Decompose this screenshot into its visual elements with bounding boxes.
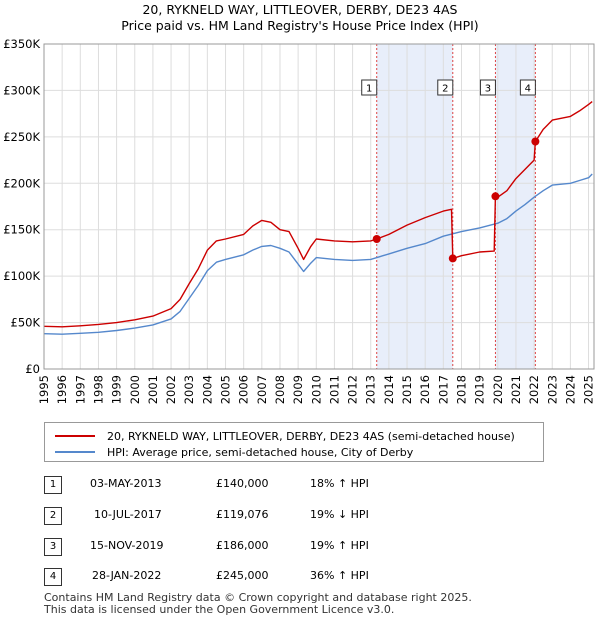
- y-tick-label: £300K: [3, 83, 40, 97]
- transaction-hpi: 36% ↑ HPI: [310, 569, 369, 582]
- y-tick-label: £50K: [11, 316, 41, 330]
- sale-number-box: [479, 79, 496, 96]
- sale-point: [448, 254, 457, 263]
- x-tick-label: 2009: [291, 375, 305, 404]
- x-tick-label: 2008: [273, 375, 287, 404]
- transaction-price: £119,076: [216, 508, 269, 521]
- transaction-row: 3 15-NOV-2019 £186,000 19% ↑ HPI: [44, 538, 524, 558]
- y-tick-label: £150K: [3, 223, 40, 237]
- x-tick-label: 2014: [382, 375, 396, 404]
- chart-subtitle: Price paid vs. HM Land Registry's House …: [121, 18, 479, 33]
- transaction-hpi: 18% ↑ HPI: [310, 477, 369, 490]
- x-tick-label: 1997: [73, 375, 87, 404]
- hpi-series-line: [43, 173, 593, 335]
- transaction-hpi: 19% ↑ HPI: [310, 539, 369, 552]
- sale-point: [372, 235, 381, 243]
- x-tick-label: 2006: [237, 375, 251, 404]
- sale-period-shading: [376, 44, 453, 369]
- plot-frame: [43, 43, 595, 370]
- transaction-price: £140,000: [216, 477, 269, 490]
- x-tick-label: 2025: [582, 375, 596, 404]
- transaction-number: 3: [44, 538, 62, 556]
- x-tick-label: 2010: [309, 375, 323, 404]
- x-tick-label: 2017: [436, 375, 450, 404]
- x-tick-label: 2022: [527, 375, 541, 404]
- transaction-date: 10-JUL-2017: [94, 508, 162, 521]
- x-tick-label: 1995: [37, 375, 51, 404]
- property-series-line: [43, 101, 593, 328]
- sale-point: [531, 137, 540, 146]
- sale-number-box: [437, 79, 454, 96]
- x-tick-label: 1999: [110, 375, 124, 404]
- transaction-number: 4: [44, 568, 62, 586]
- legend-label-hpi: HPI: Average price, semi-detached house,…: [107, 445, 414, 459]
- sale-number-label: 2: [442, 84, 448, 95]
- chart-title: 20, RYKNELD WAY, LITTLEOVER, DERBY, DE23…: [142, 2, 458, 17]
- legend-swatch-property: [55, 435, 95, 437]
- y-tick-label: £0: [25, 362, 40, 376]
- x-tick-label: 2001: [146, 375, 160, 404]
- transaction-row: 2 10-JUL-2017 £119,076 19% ↓ HPI: [44, 507, 524, 527]
- footer-license: This data is licensed under the Open Gov…: [44, 603, 395, 616]
- y-tick-label: £200K: [3, 176, 40, 190]
- x-tick-label: 2000: [128, 375, 142, 404]
- x-tick-label: 2011: [327, 375, 341, 404]
- chart-legend: 20, RYKNELD WAY, LITTLEOVER, DERBY, DE23…: [44, 422, 544, 462]
- x-tick-label: 2013: [364, 375, 378, 404]
- x-tick-label: 2004: [200, 375, 214, 404]
- transaction-date: 15-NOV-2019: [90, 539, 164, 552]
- y-tick-label: £100K: [3, 269, 40, 283]
- x-tick-label: 2018: [454, 375, 468, 404]
- x-tick-label: 2016: [418, 375, 432, 404]
- legend-item-hpi: HPI: Average price, semi-detached house,…: [55, 444, 413, 460]
- price-chart: 1 2 3 4 £0 £50K £100K £150K £200K £250K £300K £350…: [3, 37, 596, 404]
- sale-number-label: 4: [525, 84, 531, 95]
- sale-number-box: [361, 79, 378, 96]
- transaction-number: 1: [44, 476, 62, 494]
- legend-item-property: 20, RYKNELD WAY, LITTLEOVER, DERBY, DE23…: [55, 428, 515, 444]
- sale-number-box: [519, 79, 536, 96]
- x-tick-label: 2023: [545, 375, 559, 404]
- y-tick-label: £350K: [3, 37, 40, 51]
- x-tick-label: 2007: [255, 375, 269, 404]
- transaction-number: 2: [44, 507, 62, 525]
- x-tick-label: 2003: [182, 375, 196, 404]
- transaction-row: 1 03-MAY-2013 £140,000 18% ↑ HPI: [44, 476, 524, 496]
- transaction-price: £186,000: [216, 539, 269, 552]
- x-tick-label: 2020: [491, 375, 505, 404]
- legend-swatch-hpi: [55, 451, 95, 453]
- transaction-price: £245,000: [216, 569, 269, 582]
- x-tick-label: 2024: [563, 375, 577, 404]
- x-tick-label: 1998: [91, 375, 105, 404]
- transaction-row: 4 28-JAN-2022 £245,000 36% ↑ HPI: [44, 568, 524, 588]
- sale-period-shading: [495, 44, 536, 369]
- x-tick-label: 2019: [473, 375, 487, 404]
- x-tick-label: 2021: [509, 375, 523, 404]
- x-tick-label: 2002: [164, 375, 178, 404]
- transaction-date: 03-MAY-2013: [90, 477, 162, 490]
- sale-number-label: 1: [366, 84, 372, 95]
- x-tick-label: 1996: [55, 375, 69, 404]
- footer-copyright: Contains HM Land Registry data © Crown c…: [44, 591, 472, 604]
- x-tick-label: 2015: [400, 375, 414, 404]
- transaction-hpi: 19% ↓ HPI: [310, 508, 369, 521]
- x-tick-label: 2005: [219, 375, 233, 404]
- sale-number-label: 3: [485, 84, 491, 95]
- y-tick-label: £250K: [3, 130, 40, 144]
- legend-label-property: 20, RYKNELD WAY, LITTLEOVER, DERBY, DE23…: [107, 429, 515, 443]
- transaction-date: 28-JAN-2022: [92, 569, 162, 582]
- x-tick-label: 2012: [346, 375, 360, 404]
- sale-point: [491, 192, 500, 201]
